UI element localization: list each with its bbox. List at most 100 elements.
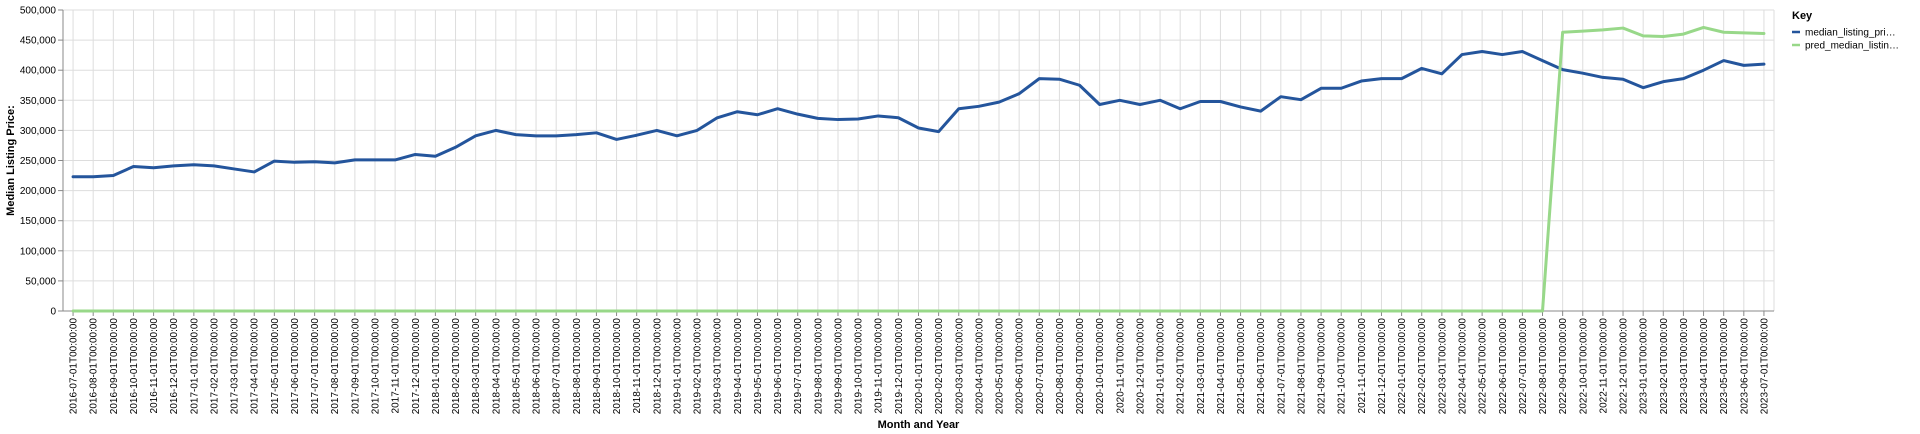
y-tick-label: 0 <box>50 307 56 318</box>
x-tick-label: 2021-09-01T00:00:00 <box>1317 318 1328 415</box>
x-tick-label: 2019-07-01T00:00:00 <box>793 318 804 415</box>
x-tick-label: 2019-08-01T00:00:00 <box>813 318 824 415</box>
x-axis-title: Month and Year <box>878 419 960 431</box>
series-line-1 <box>71 25 1766 313</box>
x-tick-label: 2019-03-01T00:00:00 <box>713 318 724 415</box>
x-tick-label: 2021-02-01T00:00:00 <box>1176 318 1187 415</box>
x-tick-label: 2020-01-01T00:00:00 <box>914 318 925 415</box>
x-tick-label: 2016-08-01T00:00:00 <box>89 318 100 415</box>
y-tick-label: 150,000 <box>20 216 57 227</box>
y-tick-label: 450,000 <box>20 36 57 47</box>
x-tick-label: 2023-04-01T00:00:00 <box>1699 318 1710 415</box>
x-tick-label: 2022-08-01T00:00:00 <box>1538 318 1549 415</box>
x-tick-label: 2017-03-01T00:00:00 <box>230 318 241 415</box>
x-tick-label: 2023-06-01T00:00:00 <box>1739 318 1750 415</box>
series-line-0 <box>71 50 1766 179</box>
y-tick-label: 250,000 <box>20 156 57 167</box>
x-tick-label: 2020-03-01T00:00:00 <box>954 318 965 415</box>
x-tick-label: 2017-11-01T00:00:00 <box>391 318 402 414</box>
y-tick-label: 350,000 <box>20 96 57 107</box>
x-tick-label: 2022-09-01T00:00:00 <box>1558 318 1569 415</box>
x-tick-label: 2020-02-01T00:00:00 <box>934 318 945 415</box>
x-tick-label: 2017-06-01T00:00:00 <box>290 318 301 415</box>
x-tick-label: 2016-07-01T00:00:00 <box>69 318 80 415</box>
x-tick-label: 2022-06-01T00:00:00 <box>1498 318 1509 415</box>
x-tick-label: 2019-01-01T00:00:00 <box>672 318 683 415</box>
x-tick-label: 2020-09-01T00:00:00 <box>1075 318 1086 415</box>
x-tick-label: 2020-04-01T00:00:00 <box>974 318 985 415</box>
legend-title: Key <box>1792 10 1813 22</box>
x-tick-label: 2023-02-01T00:00:00 <box>1659 318 1670 415</box>
y-tick-label: 300,000 <box>20 126 57 137</box>
x-tick-label: 2023-03-01T00:00:00 <box>1679 318 1690 415</box>
x-tick-label: 2019-10-01T00:00:00 <box>854 318 865 415</box>
x-tick-label: 2022-10-01T00:00:00 <box>1578 318 1589 415</box>
x-tick-label: 2018-12-01T00:00:00 <box>652 318 663 415</box>
x-tick-label: 2017-05-01T00:00:00 <box>270 318 281 415</box>
x-tick-label: 2019-12-01T00:00:00 <box>894 318 905 415</box>
x-tick-label: 2021-12-01T00:00:00 <box>1377 318 1388 415</box>
x-tick-label: 2021-01-01T00:00:00 <box>1156 318 1167 415</box>
x-tick-label: 2018-03-01T00:00:00 <box>471 318 482 415</box>
x-tick-label: 2016-12-01T00:00:00 <box>169 318 180 415</box>
y-tick-label: 500,000 <box>20 6 57 17</box>
x-tick-label: 2018-05-01T00:00:00 <box>511 318 522 415</box>
x-tick-label: 2022-04-01T00:00:00 <box>1457 318 1468 415</box>
x-tick-label: 2021-04-01T00:00:00 <box>1216 318 1227 415</box>
x-tick-label: 2016-09-01T00:00:00 <box>109 318 120 415</box>
y-tick-label: 50,000 <box>25 276 56 287</box>
x-tick-label: 2017-04-01T00:00:00 <box>250 318 261 415</box>
x-tick-label: 2018-11-01T00:00:00 <box>632 318 643 414</box>
x-tick-label: 2018-10-01T00:00:00 <box>612 318 623 415</box>
x-tick-label: 2022-03-01T00:00:00 <box>1437 318 1448 415</box>
x-tick-label: 2016-10-01T00:00:00 <box>129 318 140 415</box>
x-tick-label: 2019-02-01T00:00:00 <box>693 318 704 415</box>
series-lines <box>71 25 1766 313</box>
x-tick-label: 2022-07-01T00:00:00 <box>1518 318 1529 415</box>
x-tick-label: 2020-07-01T00:00:00 <box>1035 318 1046 415</box>
y-tick-label: 400,000 <box>20 66 57 77</box>
y-tick-label: 200,000 <box>20 186 57 197</box>
x-tick-label: 2022-11-01T00:00:00 <box>1598 318 1609 414</box>
x-tick-label: 2019-04-01T00:00:00 <box>733 318 744 415</box>
x-tick-label: 2020-05-01T00:00:00 <box>995 318 1006 415</box>
x-tick-label: 2022-01-01T00:00:00 <box>1397 318 1408 415</box>
x-tick-label: 2018-06-01T00:00:00 <box>532 318 543 415</box>
x-tick-label: 2023-01-01T00:00:00 <box>1639 318 1650 415</box>
x-tick-label: 2020-08-01T00:00:00 <box>1055 318 1066 415</box>
x-tick-label: 2022-12-01T00:00:00 <box>1619 318 1630 415</box>
x-tick-label: 2018-09-01T00:00:00 <box>592 318 603 415</box>
x-tick-label: 2017-07-01T00:00:00 <box>310 318 321 415</box>
x-tick-label: 2021-07-01T00:00:00 <box>1276 318 1287 415</box>
x-tick-label: 2019-06-01T00:00:00 <box>773 318 784 415</box>
y-tick-label: 100,000 <box>20 246 57 257</box>
x-tick-label: 2021-05-01T00:00:00 <box>1236 318 1247 415</box>
x-tick-label: 2021-06-01T00:00:00 <box>1256 318 1267 415</box>
x-tick-label: 2021-08-01T00:00:00 <box>1296 318 1307 415</box>
x-tick-label: 2018-07-01T00:00:00 <box>552 318 563 415</box>
x-tick-label: 2018-01-01T00:00:00 <box>431 318 442 415</box>
legend-label: pred_median_listin… <box>1805 41 1899 52</box>
x-tick-label: 2017-09-01T00:00:00 <box>350 318 361 415</box>
x-tick-label: 2016-11-01T00:00:00 <box>149 318 160 414</box>
x-tick-label: 2017-12-01T00:00:00 <box>411 318 422 415</box>
x-tick-label: 2023-05-01T00:00:00 <box>1719 318 1730 415</box>
x-tick-label: 2021-11-01T00:00:00 <box>1357 318 1368 414</box>
x-tick-label: 2017-08-01T00:00:00 <box>330 318 341 415</box>
x-tick-label: 2019-09-01T00:00:00 <box>833 318 844 415</box>
x-tick-label: 2022-02-01T00:00:00 <box>1417 318 1428 415</box>
x-tick-label: 2018-04-01T00:00:00 <box>491 318 502 415</box>
legend-items: median_listing_pri… pred_median_listin… <box>1792 28 1899 52</box>
x-tick-label: 2023-07-01T00:00:00 <box>1759 318 1770 415</box>
x-tick-label: 2019-05-01T00:00:00 <box>753 318 764 415</box>
axes: 0 50,000 100,000 150,000 200,000 250,000 300,0… <box>20 6 1774 415</box>
x-tick-label: 2020-10-01T00:00:00 <box>1095 318 1106 415</box>
x-tick-label: 2017-02-01T00:00:00 <box>209 318 220 415</box>
y-axis-title: Median Listing Price: <box>5 105 17 216</box>
legend: Key median_listing_pri… pred_median_listi… <box>1792 10 1899 52</box>
x-tick-label: 2017-10-01T00:00:00 <box>371 318 382 415</box>
x-tick-label: 2018-02-01T00:00:00 <box>451 318 462 415</box>
x-tick-label: 2020-11-01T00:00:00 <box>1115 318 1126 414</box>
